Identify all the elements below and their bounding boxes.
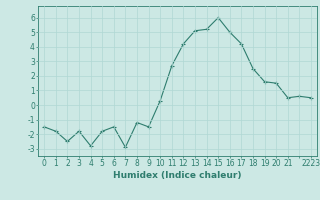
X-axis label: Humidex (Indice chaleur): Humidex (Indice chaleur) (113, 171, 242, 180)
